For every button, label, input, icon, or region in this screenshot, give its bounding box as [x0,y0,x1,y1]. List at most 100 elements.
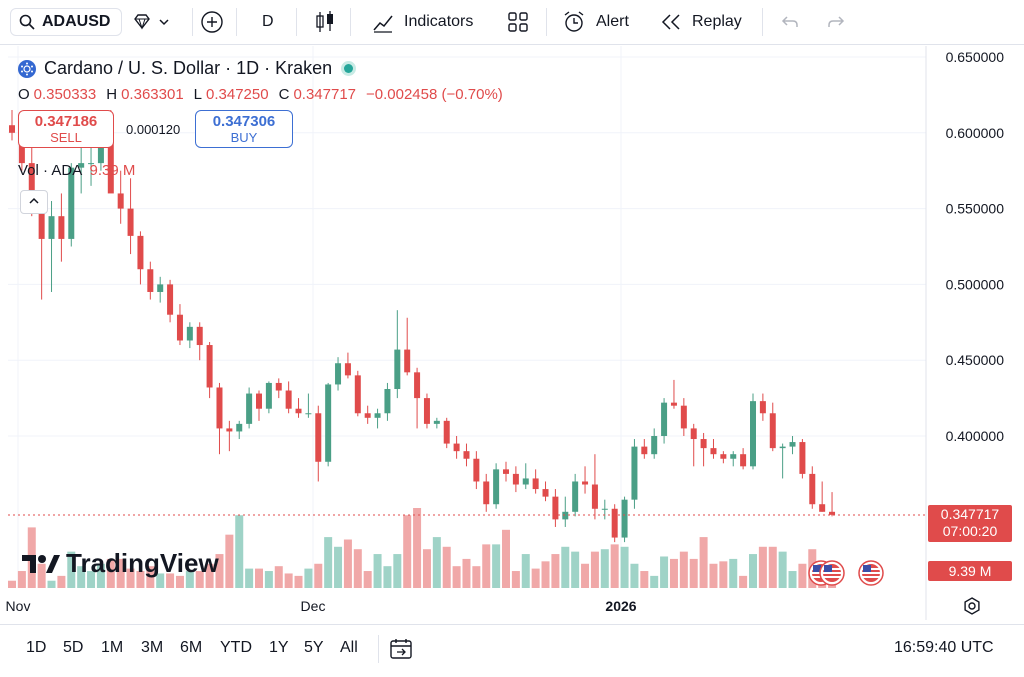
price-tick-label: 0.550000 [946,201,1005,217]
volume-bar [729,558,738,588]
us-flag-icon[interactable] [858,560,884,586]
alert-button[interactable]: Alert [562,8,629,36]
add-symbol-button[interactable] [200,8,224,36]
collapse-legend-button[interactable] [20,190,48,214]
gear-icon[interactable] [962,596,982,616]
divider [546,8,547,36]
volume-bar [255,568,263,588]
range-1m[interactable]: 1M [101,639,124,656]
interval-label: D [262,13,274,30]
clock-utc[interactable]: 16:59:40 UTC [894,639,994,656]
volume-bar [788,571,797,588]
candle-body [433,420,440,424]
volume-bar [413,508,422,588]
volume-bar [304,568,313,588]
ohlc-values: O 0.350333 H 0.363301 L 0.347250 C 0.347717 … [18,86,503,103]
candle-body [572,481,579,512]
buy-button[interactable]: 0.347306 BUY [195,110,293,148]
range-3m[interactable]: 3M [141,639,164,656]
candle-body [680,405,687,429]
volume-bar [650,575,659,588]
sell-button[interactable]: 0.347186 SELL [18,110,114,148]
candle-body [819,504,826,512]
divider [762,8,763,36]
indicators-button[interactable]: Indicators [372,8,473,36]
volume-bar [551,554,560,588]
candle-body [789,442,796,447]
candle-body [157,284,164,292]
candle-body [651,436,658,455]
volume-bar [669,558,678,588]
divider [350,8,351,36]
tradingview-watermark[interactable]: TradingView [22,548,219,579]
chart-pane[interactable]: 0.650000 0.600000 0.550000 0.500000 0.450000… [0,46,1024,620]
volume-bar [67,551,76,588]
candle-body [512,473,519,485]
us-flag-icon[interactable] [819,560,845,586]
candles [9,110,836,543]
symbol-search[interactable]: ADAUSD [10,8,122,36]
volume-bar [462,558,471,588]
divider [378,635,379,663]
volume-bar [195,571,204,588]
indicators-label: Indicators [404,13,474,30]
time-axis[interactable]: Nov Dec 2026 [6,598,637,614]
range-5y[interactable]: 5Y [304,639,324,656]
volume-bar [571,551,580,588]
candle-body [176,314,183,341]
range-1d[interactable]: 1D [26,639,47,656]
price-chart[interactable]: 0.650000 0.600000 0.550000 0.500000 0.450000… [0,46,1024,620]
candle-body [127,208,134,236]
candle-body [18,132,25,164]
volume-bar [343,539,352,588]
chart-type-button[interactable] [314,8,336,36]
candle-body [601,508,608,510]
volume-bar [452,566,461,588]
plus-circle-icon [201,11,223,33]
date-range-icon[interactable] [389,637,413,661]
price-axis[interactable]: 0.650000 0.600000 0.550000 0.500000 0.450000… [946,49,1005,444]
redo-button[interactable] [826,8,846,36]
economic-events[interactable] [806,558,886,588]
candle-body [246,393,253,424]
redo-icon [828,16,845,27]
candle-body [611,508,618,538]
volume-bar [363,571,372,588]
templates-button[interactable] [507,8,529,36]
candle-body [661,402,668,436]
range-6m[interactable]: 6M [180,639,203,656]
volume-bar [531,568,540,588]
range-ytd[interactable]: YTD [220,639,252,656]
volume-bar [393,554,402,588]
divider [236,8,237,36]
open-label: O [18,86,30,103]
compare-button[interactable] [132,8,188,36]
replay-button[interactable]: Replay [660,8,742,36]
volume-bar [689,558,698,588]
candle-body [690,428,697,440]
volume-bar [185,571,194,588]
chevron-down-icon [159,19,169,26]
candle-body [364,413,371,418]
interval-button[interactable]: D [262,8,274,36]
undo-button[interactable] [780,8,800,36]
candle-body [354,375,361,414]
candle-body [344,363,351,376]
sell-price: 0.347186 [34,113,98,130]
watermark-label: TradingView [66,548,219,578]
volume-bar [106,558,115,588]
range-all[interactable]: All [340,639,358,656]
chevron-up-icon [29,197,39,204]
candle-body [9,125,15,133]
volume-bar [432,537,441,588]
volume-bar [373,554,382,588]
volume-tag-value: 9.39 M [948,563,992,579]
candle-body [88,163,95,165]
candle-body [591,484,598,509]
range-5d[interactable]: 5D [63,639,84,656]
volume-bar [541,561,550,588]
time-tick-label: Dec [301,598,326,614]
range-1y[interactable]: 1Y [269,639,289,656]
volume-bar [502,529,510,588]
time-tick-label: 2026 [605,598,636,614]
